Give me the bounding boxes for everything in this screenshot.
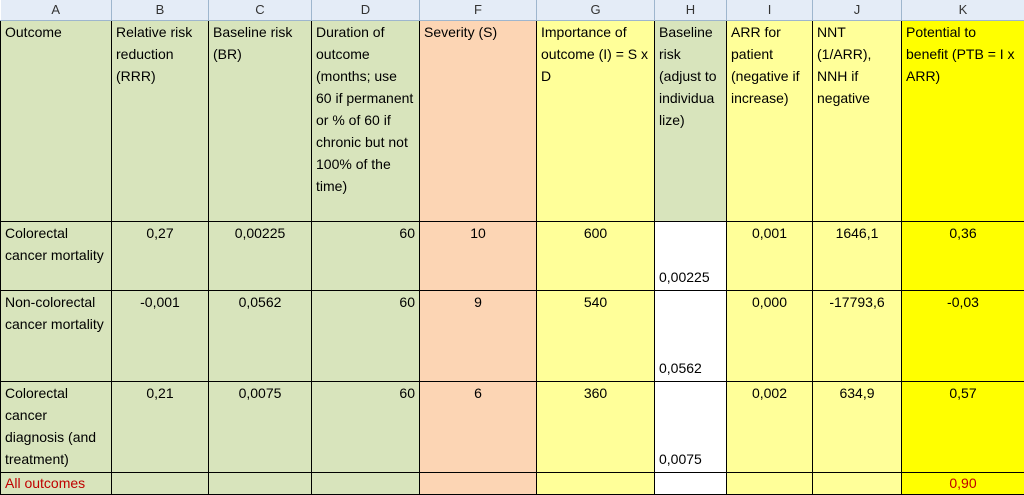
cell-nnt[interactable]: -17793,6: [813, 291, 902, 382]
empty-cell[interactable]: [655, 473, 727, 495]
cell-outcome[interactable]: Colorectal cancer mortality: [1, 222, 112, 291]
cell-ptb[interactable]: 0,36: [902, 222, 1024, 291]
header-duration[interactable]: Duration of outcome (months; use 60 if p…: [312, 21, 420, 222]
cell-baseline-adjusted[interactable]: 0,0075: [655, 382, 727, 473]
empty-cell[interactable]: [727, 473, 813, 495]
empty-cell[interactable]: [420, 473, 537, 495]
cell-arr[interactable]: 0,000: [727, 291, 813, 382]
column-header-c[interactable]: C: [209, 0, 312, 21]
cell-outcome[interactable]: Colorectal cancer diagnosis (and treatme…: [1, 382, 112, 473]
header-outcome[interactable]: Outcome: [1, 21, 112, 222]
column-header-f[interactable]: F: [420, 0, 537, 21]
cell-rrr[interactable]: 0,21: [112, 382, 209, 473]
empty-cell[interactable]: [312, 473, 420, 495]
cell-severity[interactable]: 9: [420, 291, 537, 382]
column-header-k[interactable]: K: [902, 0, 1024, 21]
column-header-a[interactable]: A: [1, 0, 112, 21]
total-row: All outcomes 0,90: [1, 473, 1024, 495]
total-ptb[interactable]: 0,90: [902, 473, 1024, 495]
column-header-h[interactable]: H: [655, 0, 727, 21]
cell-outcome[interactable]: Non-colorectal cancer mortality: [1, 291, 112, 382]
column-header-i[interactable]: I: [727, 0, 813, 21]
header-rrr[interactable]: Relative risk reduction (RRR): [112, 21, 209, 222]
cell-severity[interactable]: 6: [420, 382, 537, 473]
cell-importance[interactable]: 540: [537, 291, 655, 382]
cell-ptb[interactable]: -0,03: [902, 291, 1024, 382]
header-ptb[interactable]: Potential to benefit (PTB = I x ARR): [902, 21, 1024, 222]
cell-nnt[interactable]: 1646,1: [813, 222, 902, 291]
cell-nnt[interactable]: 634,9: [813, 382, 902, 473]
cell-arr[interactable]: 0,001: [727, 222, 813, 291]
empty-cell[interactable]: [813, 473, 902, 495]
column-header-d[interactable]: D: [312, 0, 420, 21]
table-row: Non-colorectal cancer mortality -0,001 0…: [1, 291, 1024, 382]
cell-baseline-risk[interactable]: 0,0562: [209, 291, 312, 382]
cell-duration[interactable]: 60: [312, 222, 420, 291]
header-arr[interactable]: ARR for patient (negative if increase): [727, 21, 813, 222]
table-row: Colorectal cancer diagnosis (and treatme…: [1, 382, 1024, 473]
cell-arr[interactable]: 0,002: [727, 382, 813, 473]
cell-rrr[interactable]: 0,27: [112, 222, 209, 291]
empty-cell[interactable]: [537, 473, 655, 495]
column-header-row: A B C D F G H I J K: [1, 0, 1024, 21]
column-header-b[interactable]: B: [112, 0, 209, 21]
header-row: Outcome Relative risk reduction (RRR) Ba…: [1, 21, 1024, 222]
cell-ptb[interactable]: 0,57: [902, 382, 1024, 473]
column-header-j[interactable]: J: [813, 0, 902, 21]
cell-duration[interactable]: 60: [312, 382, 420, 473]
empty-cell[interactable]: [209, 473, 312, 495]
cell-baseline-risk[interactable]: 0,00225: [209, 222, 312, 291]
table-row: Colorectal cancer mortality 0,27 0,00225…: [1, 222, 1024, 291]
header-baseline-risk[interactable]: Baseline risk (BR): [209, 21, 312, 222]
header-baseline-adjusted[interactable]: Baseline risk (adjust to individua lize): [655, 21, 727, 222]
empty-cell[interactable]: [112, 473, 209, 495]
cell-importance[interactable]: 360: [537, 382, 655, 473]
cell-duration[interactable]: 60: [312, 291, 420, 382]
cell-importance[interactable]: 600: [537, 222, 655, 291]
cell-rrr[interactable]: -0,001: [112, 291, 209, 382]
cell-severity[interactable]: 10: [420, 222, 537, 291]
cell-baseline-adjusted[interactable]: 0,0562: [655, 291, 727, 382]
header-importance[interactable]: Importance of outcome (I) = S x D: [537, 21, 655, 222]
cell-baseline-adjusted[interactable]: 0,00225: [655, 222, 727, 291]
total-label[interactable]: All outcomes: [1, 473, 112, 495]
cell-baseline-risk[interactable]: 0,0075: [209, 382, 312, 473]
column-header-g[interactable]: G: [537, 0, 655, 21]
header-nnt[interactable]: NNT (1/ARR), NNH if negative: [813, 21, 902, 222]
header-severity[interactable]: Severity (S): [420, 21, 537, 222]
